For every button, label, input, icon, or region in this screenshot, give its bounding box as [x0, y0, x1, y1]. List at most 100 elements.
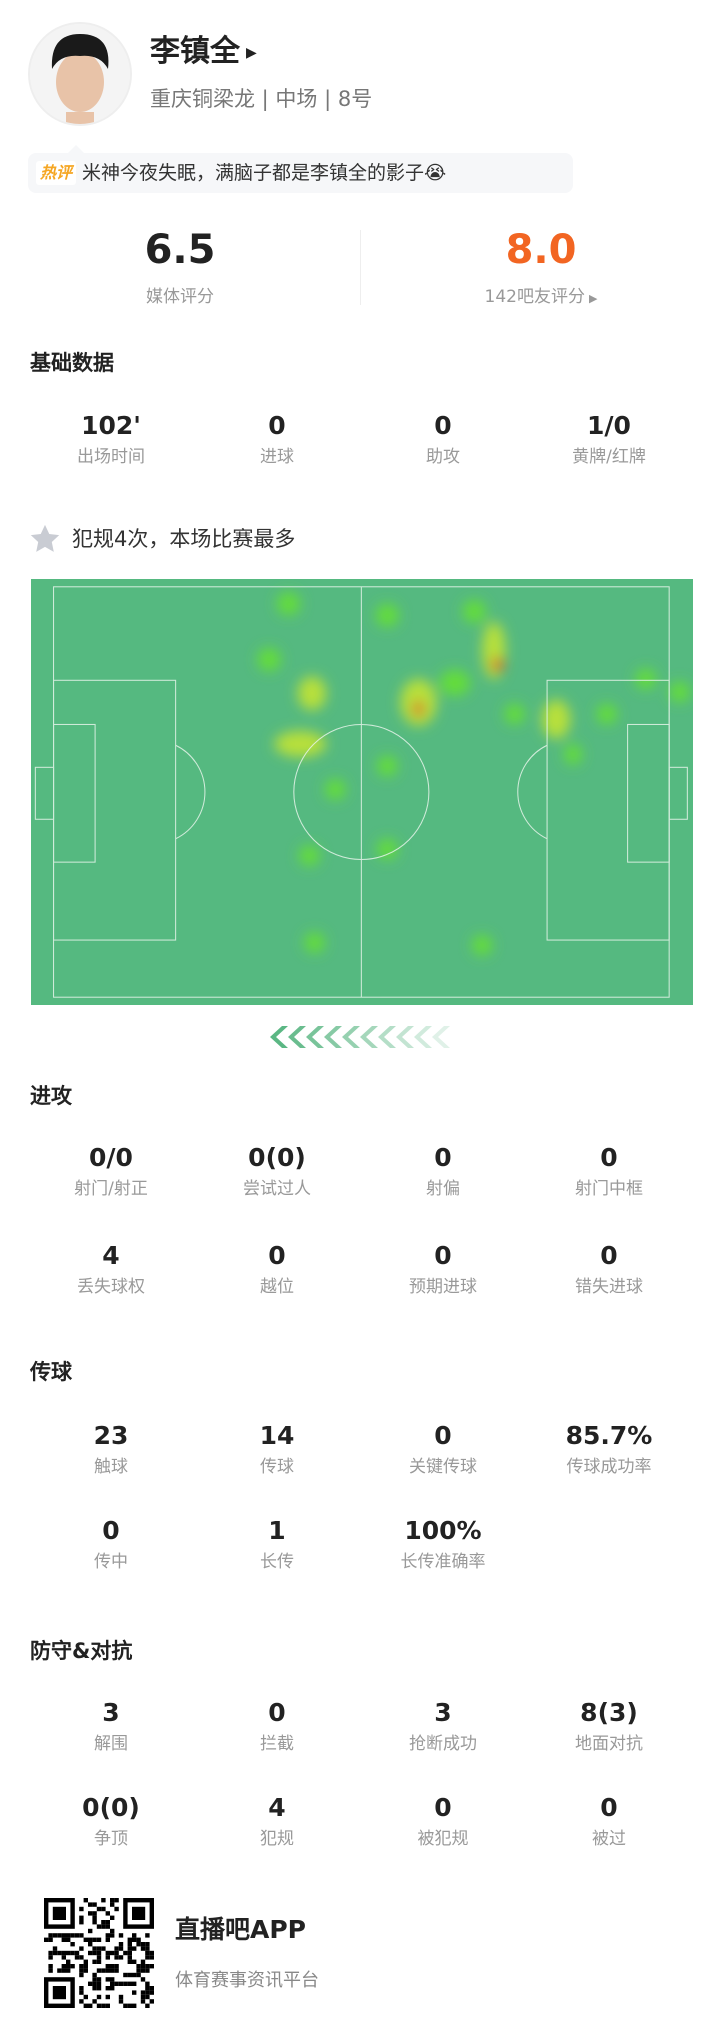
stat-label: 错失进球 — [575, 1277, 643, 1297]
stat-value: 0 — [600, 1241, 618, 1270]
stat-label: 出场时间 — [77, 447, 145, 467]
stat-value: 102' — [81, 411, 141, 440]
stat-label: 触球 — [94, 1457, 128, 1477]
heat-spot — [471, 934, 493, 956]
player-avatar — [28, 22, 132, 126]
stat-label: 射偏 — [426, 1179, 460, 1199]
heat-spot — [257, 647, 281, 672]
left-six-yard-box — [53, 723, 96, 863]
right-six-yard-box — [627, 723, 670, 863]
stat-value: 0(0) — [248, 1143, 306, 1172]
passing-row-1: 23 触球 14 传球 0 关键传球 85.7% 传球成功率 — [28, 1420, 692, 1478]
fan-rating[interactable]: 8.0 142吧友评分 ▶ — [361, 226, 720, 310]
stat-item: 8(3) 地面对抗 — [526, 1697, 692, 1755]
heatmap-pitch — [31, 579, 693, 1005]
stat-label: 助攻 — [426, 447, 460, 467]
stat-value: 3 — [434, 1698, 452, 1727]
right-goal — [668, 766, 688, 820]
hot-comment[interactable]: 热评 米神今夜失眠，满脑子都是李镇全的影子😭 — [28, 145, 573, 193]
stat-label: 黄牌/红牌 — [572, 447, 646, 467]
stat-item: 0(0) 争顶 — [28, 1792, 194, 1850]
stat-label: 进球 — [260, 447, 294, 467]
stat-item: 0 被过 — [526, 1792, 692, 1850]
divider — [360, 230, 361, 305]
chevron-left-icon — [414, 1026, 432, 1048]
stat-value: 23 — [93, 1421, 129, 1450]
direction-chevrons — [266, 1024, 456, 1050]
stat-item: 0 错失进球 — [526, 1240, 692, 1298]
stat-value: 4 — [268, 1793, 286, 1822]
heat-spot — [635, 668, 657, 690]
stat-value: 0 — [434, 1421, 452, 1450]
center-circle — [293, 723, 430, 861]
chevron-left-icon — [360, 1026, 378, 1048]
stat-item: 0 拦截 — [194, 1697, 360, 1755]
attack-row-2: 4 丢失球权 0 越位 0 预期进球 0 错失进球 — [28, 1240, 692, 1298]
heat-spot — [482, 621, 506, 680]
stat-value: 0 — [600, 1143, 618, 1172]
caret-right-icon: ▶ — [246, 44, 257, 61]
defense-row-1: 3 解围 0 拦截 3 抢断成功 8(3) 地面对抗 — [28, 1697, 692, 1755]
fan-rating-value: 8.0 — [505, 227, 577, 273]
stat-value: 3 — [102, 1698, 120, 1727]
stat-value: 0 — [268, 1241, 286, 1270]
player-subtitle: 重庆铜梁龙 | 中场 | 8号 — [150, 87, 373, 111]
app-name: 直播吧APP — [175, 1915, 306, 1944]
stat-item: 0 传中 — [28, 1515, 194, 1573]
app-slogan: 体育赛事资讯平台 — [175, 1970, 319, 1991]
player-name-text: 李镇全 — [150, 34, 240, 69]
stat-value: 8(3) — [580, 1698, 638, 1727]
section-title-defense: 防守&对抗 — [30, 1639, 133, 1663]
passing-row-2: 0 传中 1 长传 100% 长传准确率 — [28, 1515, 692, 1573]
stat-label: 争顶 — [94, 1829, 128, 1849]
left-goal — [34, 766, 55, 820]
stat-item: 0 关键传球 — [360, 1420, 526, 1478]
stat-item: 0(0) 尝试过人 — [194, 1142, 360, 1200]
stat-item: 0 被犯规 — [360, 1792, 526, 1850]
stat-label: 拦截 — [260, 1734, 294, 1754]
stat-item: 0/0 射门/射正 — [28, 1142, 194, 1200]
stat-label: 丢失球权 — [77, 1277, 145, 1297]
heat-spot — [276, 591, 301, 616]
stat-label: 越位 — [260, 1277, 294, 1297]
heat-spot — [299, 845, 320, 867]
stat-value: 100% — [404, 1516, 482, 1545]
stat-value: 0 — [434, 1143, 452, 1172]
hot-comment-text: 米神今夜失眠，满脑子都是李镇全的影子😭 — [82, 162, 447, 184]
heat-spot — [413, 701, 424, 717]
stat-item: 1/0 黄牌/红牌 — [526, 410, 692, 468]
heat-spot — [376, 755, 398, 777]
stat-label: 被犯规 — [417, 1829, 469, 1849]
stat-label: 抢断成功 — [409, 1734, 477, 1754]
chevron-left-icon — [324, 1026, 342, 1048]
basic-stats-row: 102' 出场时间 0 进球 0 助攻 1/0 黄牌/红牌 — [28, 410, 692, 468]
left-penalty-arc — [175, 744, 206, 840]
stat-label: 解围 — [94, 1734, 128, 1754]
stat-label: 长传 — [260, 1552, 294, 1572]
stat-value: 1 — [268, 1516, 286, 1545]
stat-value: 0 — [600, 1793, 618, 1822]
chevron-left-icon — [432, 1026, 450, 1048]
stat-item: 102' 出场时间 — [28, 410, 194, 468]
stat-value: 0 — [434, 1241, 452, 1270]
stat-item: 14 传球 — [194, 1420, 360, 1478]
stat-label: 关键传球 — [409, 1457, 477, 1477]
chevron-left-icon — [270, 1026, 288, 1048]
player-name[interactable]: 李镇全 ▶ — [150, 34, 257, 71]
chevron-left-icon — [306, 1026, 324, 1048]
stat-value: 0 — [434, 1793, 452, 1822]
heat-spot — [274, 730, 327, 757]
heat-spot — [297, 676, 327, 711]
heat-spot — [669, 681, 690, 703]
chevron-left-icon — [396, 1026, 414, 1048]
chevron-left-icon — [342, 1026, 360, 1048]
stat-label: 尝试过人 — [243, 1179, 311, 1199]
fan-rating-label-text: 142吧友评分 — [484, 287, 585, 307]
heat-spot — [324, 779, 346, 800]
stat-value: 0 — [268, 1698, 286, 1727]
stat-value: 0/0 — [89, 1143, 133, 1172]
section-title-basic: 基础数据 — [30, 351, 114, 375]
heat-spot — [491, 658, 505, 672]
stat-value: 0 — [268, 411, 286, 440]
stat-item: 4 丢失球权 — [28, 1240, 194, 1298]
